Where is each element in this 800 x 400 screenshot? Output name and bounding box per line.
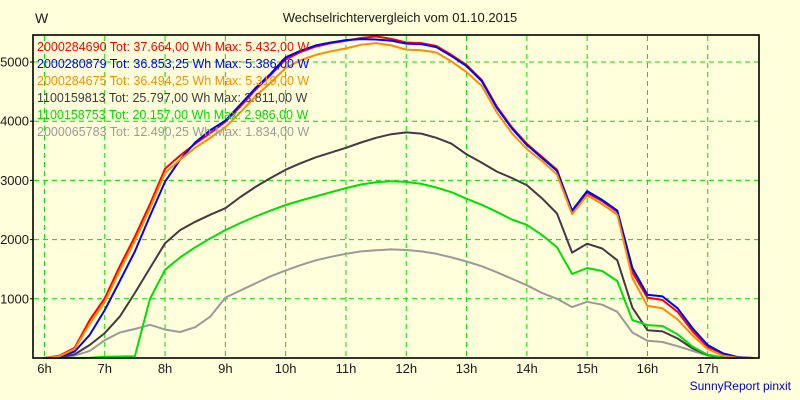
legend-entry-2000284675: 2000284675 Tot: 36.494,25 Wh Max: 5.319,… <box>37 74 310 88</box>
legend-entry-2000280879: 2000280879 Tot: 36.853,25 Wh Max: 5.386,… <box>37 57 310 71</box>
legend-entry-2000065783: 2000065783 Tot: 12.490,25 Wh Max: 1.834,… <box>37 125 310 139</box>
y-tick-label: 2000 <box>0 232 29 247</box>
series-line-1100158753 <box>43 180 754 359</box>
legend: 2000284690 Tot: 37.664,00 Wh Max: 5.432,… <box>37 39 309 141</box>
series-line-2000065783 <box>43 248 754 359</box>
y-tick-label: 5000 <box>0 54 29 69</box>
y-tick-label: 4000 <box>0 114 29 129</box>
series-line-1100159813 <box>43 131 754 359</box>
x-tick-label: 17h <box>697 361 719 376</box>
y-axis-unit-label: W <box>35 10 49 26</box>
x-tick-label: 15h <box>576 361 598 376</box>
plot-border <box>32 34 760 359</box>
legend-entry-2000284690: 2000284690 Tot: 37.664,00 Wh Max: 5.432,… <box>37 40 310 54</box>
series-line-2000284675 <box>43 42 754 359</box>
y-tick-label: 3000 <box>0 173 29 188</box>
credit-text: SunnyReport pinxit <box>689 379 791 393</box>
x-tick-label: 10h <box>275 361 297 376</box>
legend-entry-1100159813: 1100159813 Tot: 25.797,00 Wh Max: 3.811,… <box>37 91 308 105</box>
x-tick-label: 16h <box>637 361 659 376</box>
y-tick-label: 1000 <box>0 291 29 306</box>
x-tick-label: 11h <box>336 361 357 376</box>
x-tick-label: 12h <box>395 361 417 376</box>
x-tick-label: 9h <box>218 361 232 376</box>
series-line-2000280879 <box>43 38 754 359</box>
x-tick-label: 13h <box>456 361 478 376</box>
x-tick-label: 6h <box>37 361 51 376</box>
x-tick-label: 7h <box>98 361 112 376</box>
series-line-2000284690 <box>43 35 754 359</box>
legend-entry-1100158753: 1100158753 Tot: 20.157,00 Wh Max: 2.986,… <box>37 108 309 122</box>
x-tick-label: 14h <box>516 361 538 376</box>
x-tick-label: 8h <box>158 361 172 376</box>
chart-title: Wechselrichtervergleich vom 01.10.2015 <box>282 10 518 25</box>
